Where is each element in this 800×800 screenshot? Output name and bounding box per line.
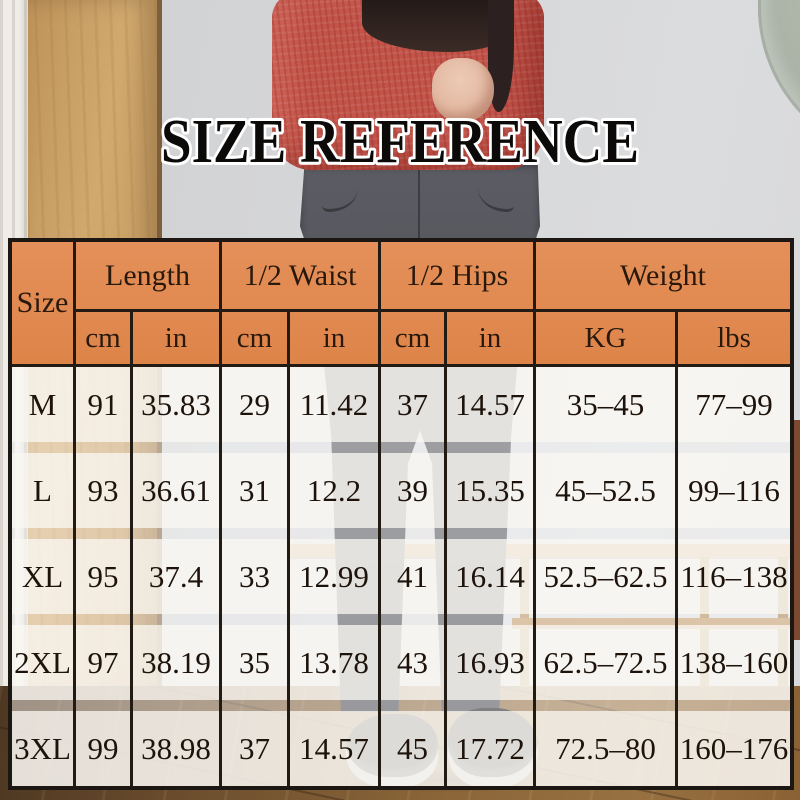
size-cell: L — [12, 453, 76, 528]
value-cell: 116–138 — [678, 539, 790, 614]
value-cell: 91 — [76, 367, 133, 442]
value-cell: 29 — [222, 367, 290, 442]
title-banner: SIZE REFERENCE — [0, 105, 800, 194]
value-cell: 13.78 — [290, 625, 381, 700]
value-cell: 12.2 — [290, 453, 381, 528]
header-weight: Weight — [536, 242, 790, 312]
unit-waist-cm: cm — [222, 312, 290, 364]
value-cell: 15.35 — [447, 453, 536, 528]
value-cell: 39 — [381, 453, 447, 528]
size-table: Size Length 1/2 Waist 1/2 Hips Weight cm… — [8, 238, 794, 790]
value-cell: 12.99 — [290, 539, 381, 614]
title-svg: SIZE REFERENCE — [158, 105, 642, 179]
leggings-pocket-right — [478, 182, 514, 212]
value-cell: 33 — [222, 539, 290, 614]
row-separator — [12, 614, 790, 625]
value-cell: 45 — [381, 711, 447, 786]
table-row: 2XL 97 38.19 35 13.78 43 16.93 62.5–72.5… — [12, 625, 790, 700]
value-cell: 99–116 — [678, 453, 790, 528]
value-cell: 95 — [76, 539, 133, 614]
table-row: L 93 36.61 31 12.2 39 15.35 45–52.5 99–1… — [12, 453, 790, 528]
size-cell: XL — [12, 539, 76, 614]
unit-hips-in: in — [447, 312, 536, 364]
value-cell: 16.93 — [447, 625, 536, 700]
value-cell: 17.72 — [447, 711, 536, 786]
header-length: Length — [76, 242, 222, 312]
value-cell: 14.57 — [447, 367, 536, 442]
value-cell: 38.98 — [133, 711, 222, 786]
unit-weight-kg: KG — [536, 312, 678, 364]
unit-waist-in: in — [290, 312, 381, 364]
table-header: Size Length 1/2 Waist 1/2 Hips Weight cm… — [12, 242, 790, 367]
row-separator — [12, 700, 790, 711]
table-body: M 91 35.83 29 11.42 37 14.57 35–45 77–99… — [12, 367, 790, 786]
leggings-seam — [418, 170, 420, 240]
value-cell: 36.61 — [133, 453, 222, 528]
size-cell: 2XL — [12, 625, 76, 700]
header-half-waist: 1/2 Waist — [222, 242, 381, 312]
unit-length-cm: cm — [76, 312, 133, 364]
model-hair — [362, 0, 512, 52]
value-cell: 93 — [76, 453, 133, 528]
value-cell: 160–176 — [678, 711, 790, 786]
page-title: SIZE REFERENCE — [161, 110, 639, 176]
wood-strip-right — [791, 420, 800, 640]
header-size: Size — [12, 242, 76, 364]
value-cell: 138–160 — [678, 625, 790, 700]
value-cell: 35–45 — [536, 367, 678, 442]
size-cell: M — [12, 367, 76, 442]
value-cell: 14.57 — [290, 711, 381, 786]
model-hands — [432, 58, 494, 122]
header-half-hips: 1/2 Hips — [381, 242, 536, 312]
table-row: 3XL 99 38.98 37 14.57 45 17.72 72.5–80 1… — [12, 711, 790, 786]
value-cell: 72.5–80 — [536, 711, 678, 786]
value-cell: 35.83 — [133, 367, 222, 442]
value-cell: 37 — [381, 367, 447, 442]
unit-hips-cm: cm — [381, 312, 447, 364]
table-row: M 91 35.83 29 11.42 37 14.57 35–45 77–99 — [12, 367, 790, 442]
value-cell: 37.4 — [133, 539, 222, 614]
value-cell: 11.42 — [290, 367, 381, 442]
value-cell: 35 — [222, 625, 290, 700]
row-separator — [12, 528, 790, 539]
value-cell: 43 — [381, 625, 447, 700]
value-cell: 41 — [381, 539, 447, 614]
value-cell: 52.5–62.5 — [536, 539, 678, 614]
value-cell: 62.5–72.5 — [536, 625, 678, 700]
value-cell: 97 — [76, 625, 133, 700]
value-cell: 37 — [222, 711, 290, 786]
value-cell: 31 — [222, 453, 290, 528]
row-separator — [12, 442, 790, 453]
value-cell: 38.19 — [133, 625, 222, 700]
value-cell: 99 — [76, 711, 133, 786]
value-cell: 45–52.5 — [536, 453, 678, 528]
value-cell: 16.14 — [447, 539, 536, 614]
size-cell: 3XL — [12, 711, 76, 786]
value-cell: 77–99 — [678, 367, 790, 442]
unit-length-in: in — [133, 312, 222, 364]
table-row: XL 95 37.4 33 12.99 41 16.14 52.5–62.5 1… — [12, 539, 790, 614]
unit-weight-lbs: lbs — [717, 321, 751, 354]
